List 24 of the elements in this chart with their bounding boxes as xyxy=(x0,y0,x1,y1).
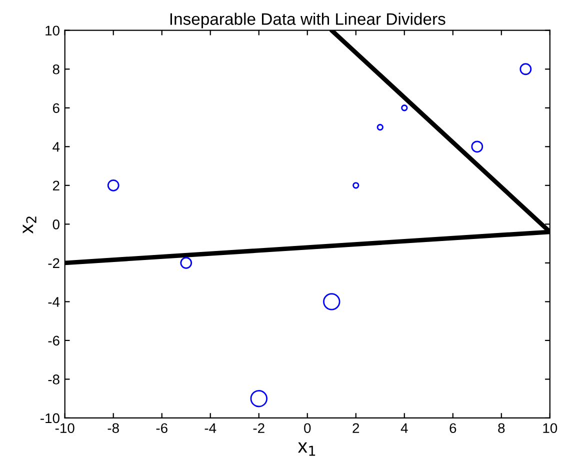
y-tick-label: -8 xyxy=(48,374,60,384)
x-tick-label: -8 xyxy=(108,423,119,434)
y-tick-label: 2 xyxy=(52,180,60,190)
x-tick-label: 6 xyxy=(450,423,456,434)
y-axis-title: x$_{2}$ xyxy=(22,216,36,234)
x-tick-label: -6 xyxy=(156,423,168,434)
y-tick-label: -4 xyxy=(48,297,60,307)
y-tick-label: -10 xyxy=(40,413,60,424)
y-tick-label: 4 xyxy=(52,142,60,152)
x-tick-label: 10 xyxy=(543,423,558,434)
y-tick-label: 10 xyxy=(46,26,60,36)
chart-title: Inseparable Data with Linear Dividers xyxy=(170,12,446,28)
x-tick-label: 8 xyxy=(498,423,505,434)
y-tick-label: 0 xyxy=(52,219,60,230)
y-tick-label: -2 xyxy=(48,258,60,268)
x-tick-label: 0 xyxy=(304,423,311,434)
y-tick-label: -6 xyxy=(48,336,60,346)
x-tick-label: -2 xyxy=(253,423,264,433)
x-axis-title: x$_{1}$ xyxy=(298,442,316,456)
x-tick-label: 4 xyxy=(400,423,408,433)
y-tick-label: 6 xyxy=(52,103,60,114)
x-tick-label: -4 xyxy=(204,423,216,433)
x-tick-label: 2 xyxy=(352,423,360,433)
y-tick-label: 8 xyxy=(52,64,60,74)
